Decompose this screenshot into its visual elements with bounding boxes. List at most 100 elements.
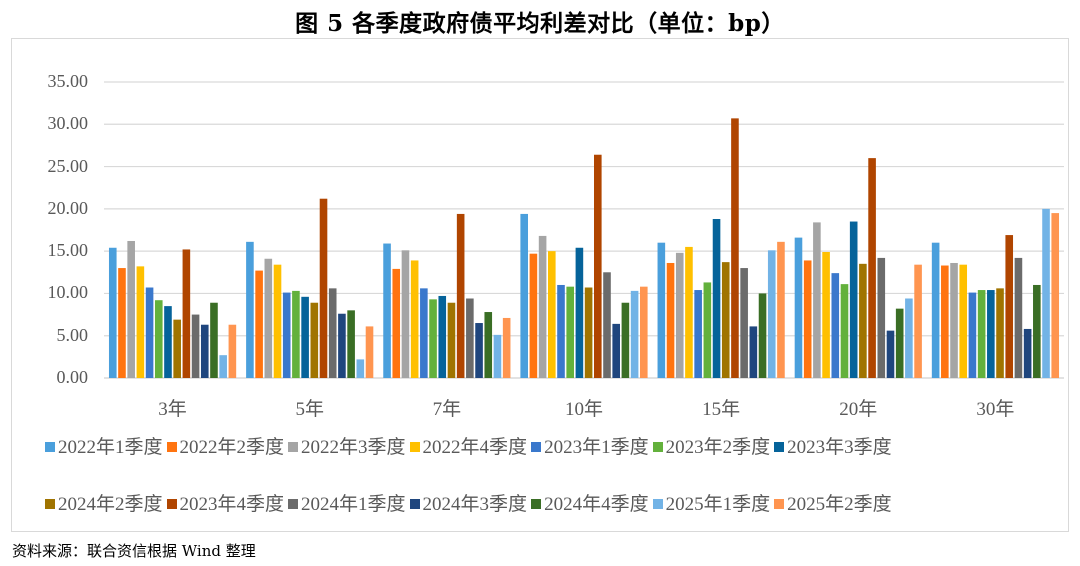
- bar: [694, 290, 702, 378]
- bar: [803, 260, 812, 378]
- bar: [950, 262, 958, 378]
- legend-swatch-icon: [166, 442, 177, 452]
- bar: [886, 330, 895, 378]
- legend-label: 2022年2季度: [179, 437, 285, 458]
- bar: [777, 241, 785, 378]
- plot-area: [104, 81, 1064, 379]
- legend-item: 2024年3季度: [409, 489, 527, 516]
- bar: [566, 286, 574, 378]
- x-category-label: 7年: [432, 399, 462, 420]
- bar: [767, 250, 776, 378]
- legend-item: 2024年1季度: [288, 489, 406, 516]
- bar: [118, 268, 126, 378]
- bar: [914, 264, 922, 378]
- bar: [794, 237, 803, 378]
- y-tick-label: 30.00: [47, 113, 89, 134]
- legend-label: 2023年3季度: [787, 437, 892, 458]
- bar: [338, 313, 346, 378]
- bar: [200, 324, 209, 378]
- bar: [1005, 235, 1014, 378]
- bar: [621, 302, 630, 378]
- x-category-label: 15年: [702, 399, 741, 420]
- bar: [520, 213, 528, 378]
- bar: [712, 219, 721, 378]
- legend-item: 2022年4季度: [409, 432, 528, 459]
- legend-swatch-icon: [288, 499, 299, 509]
- legend-swatch-icon: [774, 499, 785, 509]
- bar: [1051, 213, 1060, 378]
- bar: [657, 242, 666, 378]
- y-tick-label: 25.00: [47, 155, 89, 176]
- legend-item: 2024年4季度: [531, 489, 649, 516]
- legend-swatch-icon: [531, 442, 542, 452]
- bar: [456, 213, 465, 378]
- bar: [548, 251, 556, 378]
- bar: [840, 284, 849, 378]
- bar: [145, 287, 154, 378]
- bar: [557, 284, 565, 378]
- legend-label: 2024年2季度: [58, 494, 163, 515]
- bar: [191, 314, 200, 378]
- legend-item: 2025年2季度: [774, 489, 892, 516]
- bar: [1033, 284, 1041, 378]
- legend-swatch-icon: [166, 499, 177, 509]
- bar: [895, 308, 904, 378]
- legend-label: 2023年1季度: [544, 437, 649, 458]
- bar: [282, 292, 291, 378]
- bar: [813, 222, 821, 378]
- x-category-label: 20年: [839, 399, 878, 420]
- bar: [127, 240, 135, 378]
- legend-item: 2022年3季度: [288, 432, 406, 459]
- legend-item: 2025年1季度: [652, 489, 770, 516]
- bar: [502, 317, 511, 378]
- bar: [612, 323, 620, 378]
- bar: [365, 326, 374, 378]
- legend-swatch-icon: [288, 442, 299, 452]
- bar: [905, 298, 913, 378]
- y-tick-label: 0.00: [56, 367, 89, 387]
- y-tick-label: 15.00: [47, 240, 89, 261]
- x-category-label: 10年: [564, 399, 603, 420]
- bar: [420, 288, 428, 378]
- bar: [401, 250, 410, 378]
- bar: [108, 247, 117, 378]
- bar: [246, 241, 254, 378]
- bar: [210, 302, 218, 378]
- legend-label: 2022年3季度: [301, 437, 406, 458]
- bar: [1014, 257, 1023, 378]
- legend-item: 2023年2季度: [652, 432, 770, 459]
- bar: [475, 323, 483, 378]
- legend-item: 2023年3季度: [774, 432, 892, 459]
- bar: [640, 286, 648, 378]
- bar: [228, 324, 237, 378]
- bar: [264, 258, 273, 378]
- bar: [328, 288, 337, 378]
- bar: [429, 299, 437, 378]
- legend-swatch-icon: [45, 442, 55, 452]
- bar: [977, 290, 986, 378]
- chart-title: 图 5 各季度政府债平均利差对比（单位：bp）: [295, 10, 785, 37]
- bar: [675, 252, 684, 378]
- legend-label: 2022年4季度: [422, 437, 528, 458]
- legend-item: 2024年2季度: [45, 489, 163, 516]
- legend-swatch-icon: [652, 442, 663, 452]
- legend-row: 2022年1季度 2022年2季度 2022年3季度 2022年4季度 2023年1季度…: [45, 432, 896, 459]
- bar: [849, 221, 858, 378]
- bar: [410, 260, 419, 378]
- legend-item: 2023年4季度: [166, 489, 285, 516]
- bar: [594, 154, 602, 378]
- bar: [731, 118, 739, 378]
- y-tick-label: 35.00: [47, 71, 89, 91]
- bar: [466, 298, 474, 378]
- bar: [136, 266, 145, 378]
- legend-item: 2022年2季度: [166, 432, 285, 459]
- bar: [392, 268, 401, 378]
- legend-swatch-icon: [409, 442, 420, 452]
- bar: [931, 242, 940, 378]
- bar: [996, 288, 1004, 378]
- bar: [740, 268, 748, 378]
- bar: [877, 257, 886, 378]
- bar: [685, 246, 693, 378]
- legend-label: 2023年4季度: [179, 494, 285, 515]
- bar: [859, 263, 867, 378]
